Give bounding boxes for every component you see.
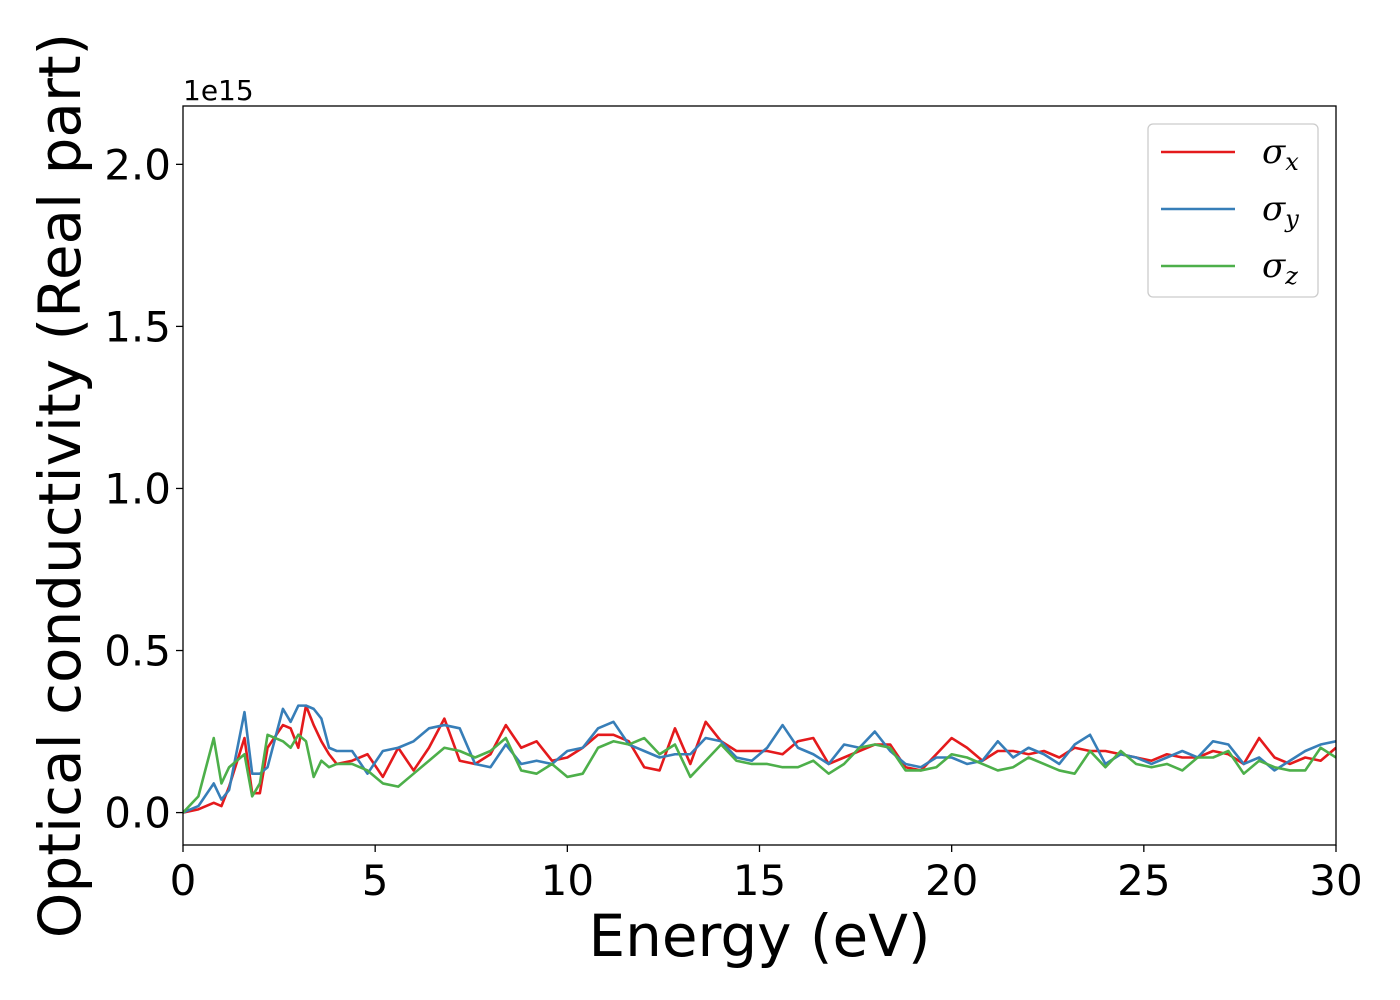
legend-box	[1147, 123, 1319, 298]
x-tick-label: 15	[733, 856, 786, 905]
y-tick-label: 0.0	[104, 789, 171, 838]
y-tick-label: 0.5	[104, 627, 171, 676]
y-offset-label: 1e15	[183, 74, 254, 107]
legend-label-x: σx	[1262, 132, 1299, 176]
x-axis-title: Energy (eV)	[588, 902, 930, 970]
x-tick-label: 30	[1309, 856, 1362, 905]
x-tick-label: 25	[1117, 856, 1170, 905]
legend: σx σy σz	[1147, 123, 1319, 298]
y-axis: 0.0 0.5 1.0 1.5 2.0	[104, 140, 183, 838]
y-tick-label: 1.0	[104, 464, 171, 513]
series-line-z	[183, 733, 1336, 814]
x-tick-label: 10	[541, 856, 594, 905]
y-tick-label: 1.5	[104, 302, 171, 351]
series-layer	[183, 704, 1336, 814]
x-axis: 0 5 10 15 20 25 30	[170, 845, 1363, 905]
legend-label-y: σy	[1262, 189, 1299, 233]
y-axis-title: Optical conductivity (Real part)	[26, 33, 94, 938]
x-tick-label: 0	[170, 856, 197, 905]
y-tick-label: 2.0	[104, 140, 171, 189]
x-tick-label: 20	[925, 856, 978, 905]
legend-label-z: σz	[1262, 246, 1298, 290]
x-tick-label: 5	[362, 856, 389, 905]
